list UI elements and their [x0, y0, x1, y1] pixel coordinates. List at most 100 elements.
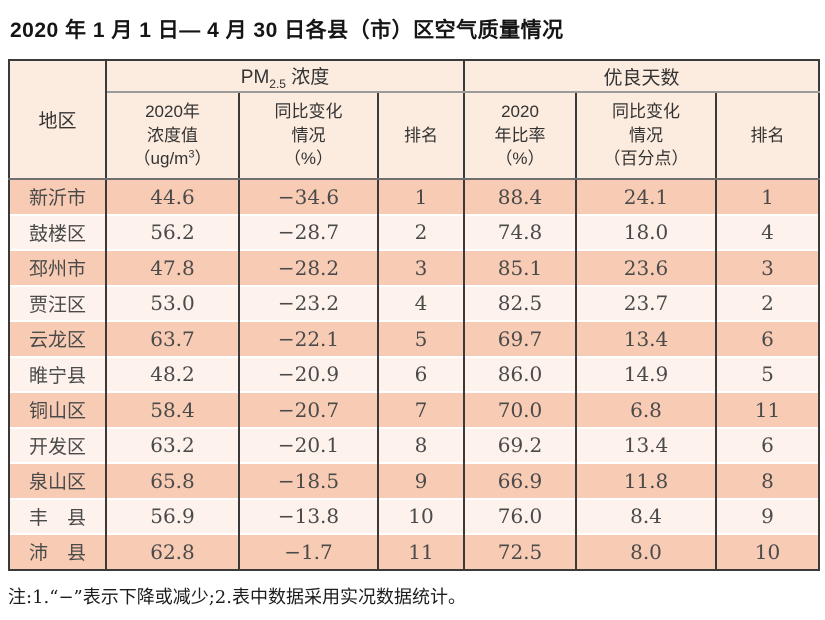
column-header-good-rank: 排名: [714, 92, 821, 180]
column-group-pm25: PM2.5 浓度: [105, 60, 465, 93]
pm-change-cell: −23.2: [238, 284, 379, 321]
good-change-cell: 8.0: [575, 533, 717, 570]
good-ratio-cell: 88.4: [463, 178, 577, 215]
pm-rank-cell: 1: [377, 178, 465, 215]
pm-rank-cell: 11: [377, 533, 465, 570]
pm-value-cell: 63.2: [105, 426, 240, 463]
good-ratio-cell: 85.1: [463, 249, 577, 286]
pm-rank-cell: 3: [377, 249, 465, 286]
table-row: 云龙区 63.7 −22.1 5 69.7 13.4 6: [8, 320, 821, 357]
pm-change-cell: −28.7: [238, 213, 379, 250]
good-rank-cell: 8: [714, 462, 821, 499]
table-row: 睢宁县 48.2 −20.9 6 86.0 14.9 5: [8, 355, 821, 392]
good-rank-cell: 5: [714, 355, 821, 392]
pm-value-cell: 56.2: [105, 213, 240, 250]
table-row: 鼓楼区 56.2 −28.7 2 74.8 18.0 4: [8, 213, 821, 250]
pm-rank-cell: 10: [377, 497, 465, 534]
pm-value-cell: 47.8: [105, 249, 240, 286]
pm-suffix: 浓度: [285, 66, 330, 88]
table-row: 邳州市 47.8 −28.2 3 85.1 23.6 3: [8, 249, 821, 286]
pm-change-cell: −20.1: [238, 426, 379, 463]
pm-rank-cell: 2: [377, 213, 465, 250]
pm-value-cell: 65.8: [105, 462, 240, 499]
column-group-good-days: 优良天数: [462, 60, 821, 93]
table-row: 新沂市 44.6 −34.6 1 88.4 24.1 1: [8, 178, 821, 215]
good-change-cell: 24.1: [575, 178, 717, 215]
region-cell: 睢宁县: [8, 355, 107, 392]
pm-change-cell: −1.7: [238, 533, 379, 570]
pm-rank-cell: 4: [377, 284, 465, 321]
good-rank-cell: 3: [714, 249, 821, 286]
column-header-pm-change: 同比变化 情况 （%）: [238, 92, 379, 180]
table-row: 铜山区 58.4 −20.7 7 70.0 6.8 11: [8, 391, 821, 428]
pm-value-cell: 53.0: [105, 284, 240, 321]
good-ratio-cell: 72.5: [463, 533, 577, 570]
good-change-cell: 11.8: [575, 462, 717, 499]
pm-change-cell: −22.1: [238, 320, 379, 357]
pm-value-cell: 44.6: [105, 178, 240, 215]
good-rank-cell: 6: [714, 426, 821, 463]
pm-rank-cell: 6: [377, 355, 465, 392]
good-rank-cell: 1: [714, 178, 821, 215]
pm-subscript: 2.5: [269, 76, 286, 91]
good-rank-cell: 6: [714, 320, 821, 357]
region-cell: 泉山区: [8, 462, 107, 499]
air-quality-table: 地区 PM2.5 浓度 优良天数 2020年 浓度值 （ug/m3） 同比变化 情况 （%…: [8, 59, 821, 571]
good-change-cell: 13.4: [575, 320, 717, 357]
good-change-cell: 13.4: [575, 426, 717, 463]
page-title: 2020 年 1 月 1 日— 4 月 30 日各县（市）区空气质量情况: [10, 19, 564, 42]
pm-value-cell: 63.7: [105, 320, 240, 357]
good-rank-cell: 10: [714, 533, 821, 570]
table-row: 沛 县 62.8 −1.7 11 72.5 8.0 10: [8, 533, 821, 570]
pm-change-cell: −20.9: [238, 355, 379, 392]
good-ratio-cell: 70.0: [463, 391, 577, 428]
good-ratio-cell: 74.8: [463, 213, 577, 250]
pm-value-cell: 58.4: [105, 391, 240, 428]
good-rank-cell: 2: [714, 284, 821, 321]
good-change-cell: 6.8: [575, 391, 717, 428]
region-cell: 鼓楼区: [8, 213, 107, 250]
good-change-cell: 14.9: [575, 355, 717, 392]
table-row: 开发区 63.2 −20.1 8 69.2 13.4 6: [8, 426, 821, 463]
column-header-good-ratio: 2020 年比率 （%）: [463, 92, 577, 180]
pm-change-cell: −34.6: [238, 178, 379, 215]
good-ratio-cell: 76.0: [463, 497, 577, 534]
good-ratio-cell: 82.5: [463, 284, 577, 321]
pm-value-cell: 48.2: [105, 355, 240, 392]
good-change-cell: 23.6: [575, 249, 717, 286]
pm-change-cell: −28.2: [238, 249, 379, 286]
column-header-good-change: 同比变化 情况 （百分点）: [575, 92, 717, 180]
region-cell: 云龙区: [8, 320, 107, 357]
good-ratio-cell: 66.9: [463, 462, 577, 499]
good-ratio-cell: 86.0: [463, 355, 577, 392]
pm-value-cell: 56.9: [105, 497, 240, 534]
column-header-pm-value: 2020年 浓度值 （ug/m3）: [105, 92, 240, 180]
region-cell: 铜山区: [8, 391, 107, 428]
table-row: 丰 县 56.9 −13.8 10 76.0 8.4 9: [8, 497, 821, 534]
table-subheader-row: 2020年 浓度值 （ug/m3） 同比变化 情况 （%） 排名 2020 年比率 （%） 同比变化…: [9, 92, 821, 180]
good-rank-cell: 11: [714, 391, 821, 428]
good-change-cell: 18.0: [575, 213, 717, 250]
pm-rank-cell: 7: [377, 391, 465, 428]
table-group-header-row: 地区 PM2.5 浓度 优良天数: [8, 60, 821, 180]
pm-value-cell: 62.8: [105, 533, 240, 570]
table-row: 泉山区 65.8 −18.5 9 66.9 11.8 8: [8, 462, 821, 499]
region-cell: 邳州市: [8, 249, 107, 286]
good-change-cell: 23.7: [575, 284, 717, 321]
column-header-pm-rank: 排名: [377, 92, 465, 180]
region-cell: 开发区: [8, 426, 107, 463]
good-ratio-cell: 69.2: [463, 426, 577, 463]
pm-rank-cell: 9: [377, 462, 465, 499]
pm-label: PM: [240, 66, 270, 88]
region-cell: 丰 县: [8, 497, 107, 534]
table-row: 贾汪区 53.0 −23.2 4 82.5 23.7 2: [8, 284, 821, 321]
good-rank-cell: 9: [714, 497, 821, 534]
region-cell: 贾汪区: [8, 284, 107, 321]
region-cell: 沛 县: [8, 533, 107, 570]
good-rank-cell: 4: [714, 213, 821, 250]
pm-rank-cell: 8: [377, 426, 465, 463]
pm-change-cell: −20.7: [238, 391, 379, 428]
good-ratio-cell: 69.7: [463, 320, 577, 357]
region-cell: 新沂市: [8, 178, 107, 215]
